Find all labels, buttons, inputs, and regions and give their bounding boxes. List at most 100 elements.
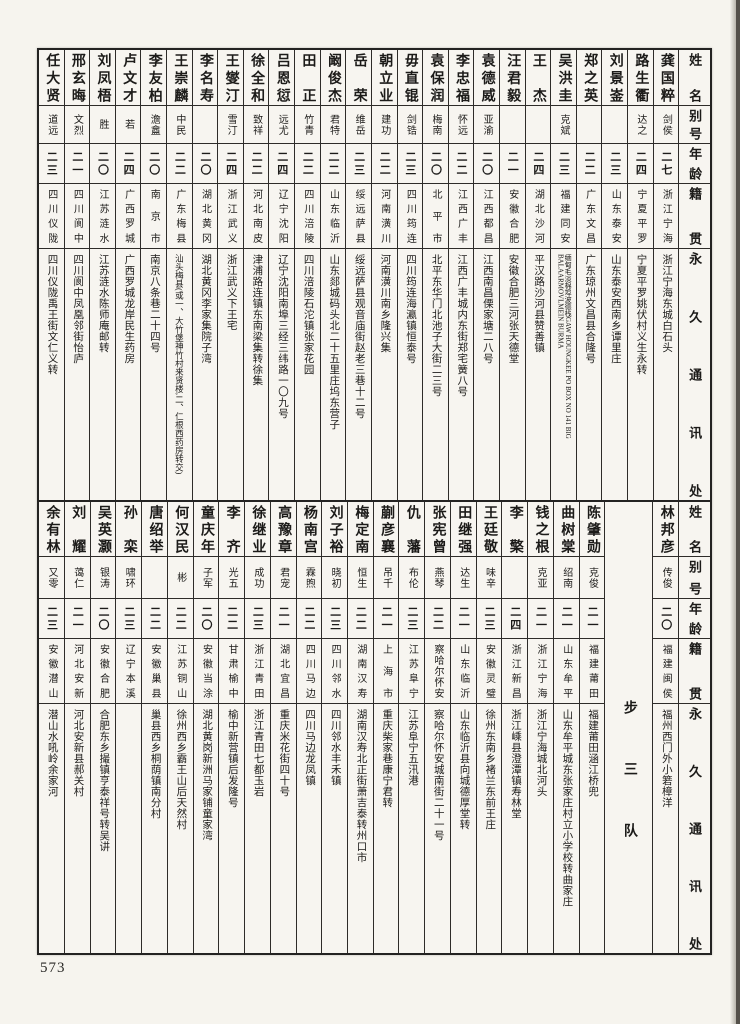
address-cell: 浙江青田七都玉岩 — [245, 703, 270, 953]
native-place-cell: 山东牟平 — [553, 638, 579, 703]
native-place-cell: 四川涪陵 — [295, 183, 320, 248]
header-name-label: 姓名 — [679, 50, 710, 105]
entry-column: 陈肇勋 克俊 二一 福建莆田 福建莆田涵江桥兜 — [578, 502, 605, 953]
name-cell-text: 王杰 — [530, 53, 546, 102]
age-cell: 二一 — [64, 143, 90, 183]
entry-column: 童庆年 子军 二〇 安徽当涂 湖北黄岗新洲马家铺童家湾 — [192, 502, 219, 953]
age-cell-text: 二二 — [378, 150, 391, 177]
age-cell-text: 二二 — [354, 605, 367, 632]
name-cell-text: 张宪曾 — [430, 505, 446, 553]
native-place-cell-text: 辽宁沈阳 — [276, 189, 288, 243]
entry-column: 钱之根 克亚 二一 浙江宁海 浙江宁海城北河头 — [527, 502, 553, 953]
native-place-cell-text: 安徽合肥 — [97, 644, 109, 698]
entry-column: 梅定南 恒生 二二 湖南汉寿 湖南汉寿北正街萧吉泰转州口市 — [346, 502, 373, 953]
entry-column: 林邦彦 传俊 二〇 福建闽侯 福州西门外小箬樟洋 — [652, 502, 679, 953]
entry-column: 阚俊杰 君特 二二 山东临沂 山东郯城码头北二十五里庄坞东营子 — [319, 50, 346, 500]
unit-divider-label: 步三队 — [605, 502, 652, 953]
age-cell: 二四 — [628, 143, 653, 183]
name-cell: 李齐 — [219, 502, 244, 556]
entry-column: 王燮汀 雪汀 二四 浙江武义 浙江武义下王宅 — [217, 50, 243, 500]
header-name-label: 姓名 — [679, 502, 710, 556]
address-cell-text: 江苏阜宁五汛港 — [407, 709, 418, 786]
native-place-cell: 湖南汉寿 — [347, 638, 373, 703]
address-cell-text: 绥远萨县观音庙街赵老三巷十二号 — [353, 254, 365, 419]
native-place-cell-text: 江西广丰 — [455, 189, 467, 243]
native-place-cell-text: 上海市 — [380, 644, 392, 698]
entry-column: 任大贤 道远 二三 四川仪陇 四川仪陇禹王街文仁义转 — [39, 50, 64, 500]
native-place-cell-text: 浙江宁海 — [660, 189, 672, 243]
age-cell-text: 二三 — [45, 150, 58, 177]
alias-cell-text: 中民 — [173, 113, 185, 136]
native-place-cell: 河北安新 — [64, 638, 90, 703]
address-cell: 四川邻水丰禾镇 — [322, 703, 347, 953]
address-cell: 江苏涟水陈师庵邮转 — [90, 248, 115, 500]
age-cell-text: 二〇 — [199, 605, 212, 632]
name-cell-text: 邢玄晦 — [69, 53, 85, 102]
name-cell: 刘耀 — [65, 502, 90, 556]
name-cell: 徐全和 — [244, 50, 269, 105]
header-native-label-text: 籍贯 — [687, 187, 703, 245]
entry-column: 岳荣 维岳 二三 绥远萨县 绥远萨县观音庙街赵老三巷十二号 — [345, 50, 371, 500]
age-cell-text: 二四 — [634, 150, 647, 177]
alias-cell — [576, 105, 602, 143]
native-place-cell: 四川阆中 — [64, 183, 90, 248]
age-cell-text: 二〇 — [429, 150, 442, 177]
alias-cell-text: 克亚 — [534, 566, 546, 589]
age-cell-text: 二〇 — [659, 605, 672, 632]
name-cell: 邢玄晦 — [65, 50, 90, 105]
name-cell-text: 岳荣 — [351, 53, 367, 102]
address-cell-text: 山东泰安西南乡谭里庄 — [609, 254, 621, 364]
entry-column: 刘景崟 二三 山东泰安 山东泰安西南乡谭里庄 — [601, 50, 628, 500]
native-place-cell-text: 河北南皮 — [250, 189, 262, 243]
address-cell: 南京八条巷二十四号 — [141, 248, 167, 500]
header-native-label-text: 籍贯 — [687, 642, 703, 700]
unit-divider-label-text: 步三队 — [621, 700, 637, 885]
address-cell: 潜山水吼岭余家河 — [39, 703, 64, 953]
address-cell: 山东临沂县向城德厚堂转 — [450, 703, 476, 953]
native-place-cell: 广东梅县 — [167, 183, 192, 248]
alias-cell: 蔼仁 — [64, 556, 90, 598]
alias-cell-text: 吊千 — [380, 566, 392, 589]
age-cell: 二〇 — [141, 143, 167, 183]
name-cell-text: 吕恩愆 — [274, 53, 290, 102]
age-cell: 二七 — [653, 143, 679, 183]
alias-cell-text: 剑锆 — [404, 113, 416, 136]
alias-cell: 君宠 — [270, 556, 296, 598]
address-cell: 巢县西乡桐荫镇南分村 — [142, 703, 167, 953]
alias-cell-text: 维岳 — [353, 113, 365, 136]
address-cell-text: 巢县西乡桐荫镇南分村 — [149, 709, 161, 819]
native-place-cell: 浙江宁海 — [653, 183, 679, 248]
name-cell: 曲树棠 — [554, 502, 579, 556]
entry-column: 李齐 光五 二二 甘肃榆中 榆中新营镇后发隆号 — [218, 502, 245, 953]
address-cell: 湖南汉寿北正街萧吉泰转州口市 — [347, 703, 373, 953]
native-place-cell: 四川筠连 — [397, 183, 423, 248]
header-name-label-text: 姓名 — [687, 53, 703, 102]
entry-column: 路生衢 达之 二四 宁夏平罗 宁夏平罗姚伏村义生永转 — [627, 50, 653, 500]
alias-cell-text: 君特 — [327, 113, 339, 136]
name-cell: 刘景崟 — [602, 50, 627, 105]
native-place-cell: 上海市 — [373, 638, 399, 703]
name-cell: 吴英灏 — [91, 502, 116, 556]
address-cell-text: 浙江宁海东城白石头 — [661, 254, 673, 353]
native-place-cell: 浙江宁海 — [528, 638, 553, 703]
native-place-cell: 福建同安 — [551, 183, 576, 248]
native-place-cell-text: 四川邻水 — [329, 644, 341, 698]
name-cell: 余有林 — [39, 502, 64, 556]
alias-cell — [142, 556, 167, 598]
age-cell: 二三 — [39, 143, 64, 183]
native-place-cell-text: 安徽潜山 — [46, 644, 58, 698]
alias-cell: 味辛 — [476, 556, 502, 598]
page-number: 573 — [40, 960, 66, 976]
address-cell: 重庆米花街四十号 — [270, 703, 296, 953]
native-place-cell: 南京市 — [141, 183, 167, 248]
entry-column: 曲树棠 绍南 二一 山东牟平 山东牟平城东张家庄村立小学校转曲家庄 — [552, 502, 579, 953]
address-cell: 山东泰安西南乡谭里庄 — [602, 248, 628, 500]
address-cell-text: 浙江嵊县澄潭镇寿林堂 — [509, 709, 521, 819]
alias-cell: 胜 — [90, 105, 115, 143]
address-cell-text: 湖北黄冈李家集院子湾 — [200, 254, 212, 364]
address-cell-text: 浙江宁海城北河头 — [535, 709, 547, 797]
name-cell: 李名寿 — [193, 50, 218, 105]
age-cell-text: 二一 — [70, 150, 83, 177]
age-cell-text: 二二 — [431, 605, 444, 632]
native-place-cell-text: 南京市 — [148, 189, 160, 243]
